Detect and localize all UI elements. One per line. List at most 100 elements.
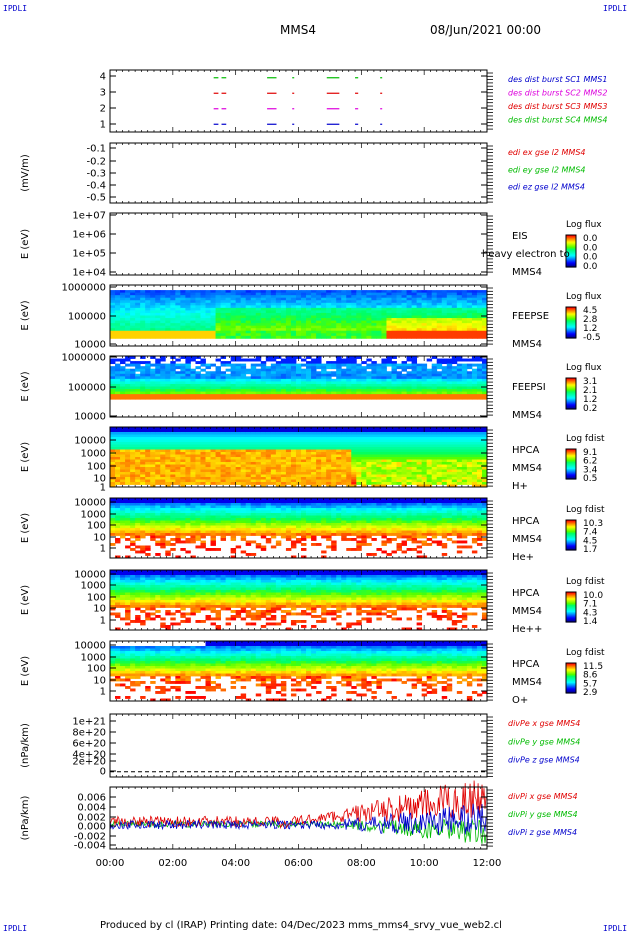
heatmap-cell <box>155 330 161 334</box>
heatmap-cell <box>331 366 337 370</box>
heatmap-cell <box>456 371 463 375</box>
colorbar-cell <box>566 383 576 385</box>
heatmap-cell <box>336 383 342 387</box>
heatmap-cell <box>371 434 377 438</box>
heatmap-cell <box>290 479 297 483</box>
heatmap-cell <box>260 477 267 480</box>
heatmap-cell <box>255 396 262 400</box>
heatmap-cell <box>346 290 352 294</box>
heatmap-cell <box>331 320 337 324</box>
heatmap-cell <box>110 469 116 473</box>
heatmap-cell <box>381 323 387 327</box>
heatmap-cell <box>471 376 478 380</box>
heatmap-cell <box>280 325 287 329</box>
heatmap-cell <box>270 330 277 334</box>
heatmap-cell <box>351 386 357 390</box>
heatmap-cell <box>275 457 282 460</box>
heatmap-cell <box>301 373 307 377</box>
heatmap-cell <box>200 389 206 392</box>
heatmap-cell <box>230 292 237 296</box>
heatmap-cell <box>376 432 382 435</box>
heatmap-cell <box>255 457 262 460</box>
heatmap-cell <box>361 381 367 385</box>
heatmap-cell <box>270 429 277 433</box>
heatmap-cell <box>185 429 191 433</box>
heatmap-cell <box>145 457 151 460</box>
heatmap-cell <box>316 396 322 400</box>
colorbar-cell <box>566 327 576 330</box>
heatmap-cell <box>406 389 412 392</box>
heatmap-cell <box>371 320 377 324</box>
heatmap-cell <box>260 442 267 445</box>
heatmap-cell <box>130 429 136 433</box>
heatmap-cell <box>295 312 302 316</box>
heatmap-cell <box>426 452 433 455</box>
heatmap-cell <box>341 297 347 301</box>
heatmap-cell <box>125 305 131 309</box>
colorbar-cell <box>566 242 576 245</box>
heatmap-cell <box>150 434 156 438</box>
heatmap-cell <box>466 320 473 324</box>
heatmap-cell <box>215 469 221 473</box>
heatmap-cell <box>170 318 176 321</box>
heatmap-cell <box>175 320 181 324</box>
heatmap-cell <box>265 482 272 485</box>
heatmap-cell <box>170 474 176 478</box>
heatmap-cell <box>265 290 272 294</box>
heatmap-cell <box>406 464 412 468</box>
heatmap-cell <box>225 363 232 367</box>
heatmap-cell <box>381 467 387 470</box>
heatmap-cell <box>341 302 347 306</box>
heatmap-cell <box>306 396 312 400</box>
heatmap-cell <box>396 394 402 398</box>
heatmap-cell <box>316 427 322 430</box>
heatmap-cell <box>225 437 232 440</box>
heatmap-cell <box>311 373 317 377</box>
heatmap-cell <box>381 464 387 468</box>
heatmap-cell <box>180 454 186 458</box>
heatmap-cell <box>220 323 227 327</box>
heatmap-cell <box>200 305 206 309</box>
heatmap-cell <box>396 383 402 387</box>
heatmap-cell <box>120 335 126 339</box>
heatmap-cell <box>135 467 141 470</box>
heatmap-cell <box>170 295 176 299</box>
heatmap-cell <box>441 325 448 329</box>
heatmap-cell <box>326 361 332 365</box>
heatmap-cell <box>250 474 257 478</box>
heatmap-cell <box>431 386 438 390</box>
heatmap-cell <box>275 467 282 470</box>
heatmap-cell <box>160 383 166 387</box>
heatmap-cell <box>270 444 277 448</box>
heatmap-cell <box>411 391 418 395</box>
heatmap-cell <box>326 459 332 463</box>
heatmap-cell <box>255 437 262 440</box>
heatmap-cell <box>316 432 322 435</box>
heatmap-cell <box>155 310 161 314</box>
heatmap-cell <box>295 439 302 443</box>
heatmap-cell <box>481 323 488 327</box>
heatmap-cell <box>376 447 382 450</box>
heatmap-cell <box>155 328 161 332</box>
heatmap-cell <box>175 429 181 433</box>
heatmap-cell <box>240 467 247 470</box>
heatmap-cell <box>255 330 262 334</box>
heatmap-cell <box>175 472 181 475</box>
heatmap-cell <box>280 439 287 443</box>
heatmap-cell <box>381 368 387 372</box>
heatmap-cell <box>311 307 317 311</box>
heatmap-cell <box>195 472 201 475</box>
heatmap-cell <box>130 464 136 468</box>
heatmap-cell <box>145 389 151 392</box>
heatmap-cell <box>295 469 302 473</box>
heatmap-cell <box>255 333 262 337</box>
heatmap-cell <box>220 454 227 458</box>
heatmap-cell <box>396 290 402 294</box>
colorbar-cell <box>566 382 576 384</box>
heatmap-cell <box>376 310 382 314</box>
heatmap-cell <box>476 394 483 398</box>
heatmap-cell <box>170 386 176 390</box>
heatmap-cell <box>406 444 412 448</box>
heatmap-cell <box>306 447 312 450</box>
heatmap-cell <box>235 391 242 395</box>
